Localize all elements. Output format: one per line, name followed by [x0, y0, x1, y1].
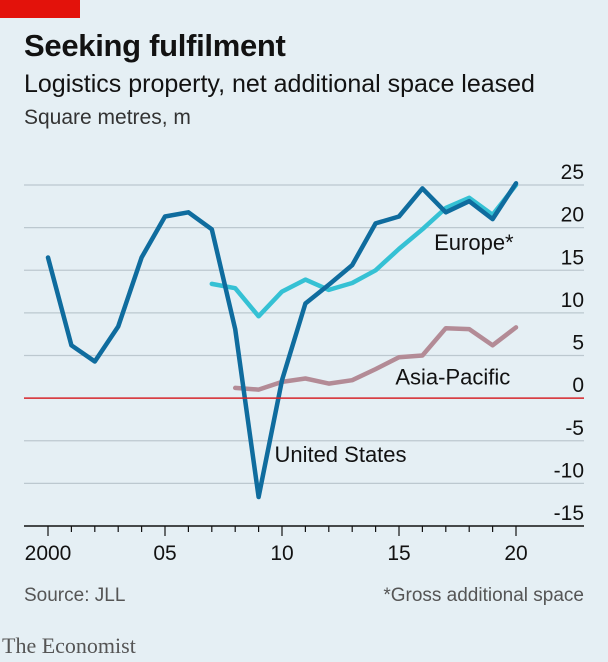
source-note: Source: JLL [24, 585, 126, 606]
chart-title: Seeking fulfilment [24, 28, 286, 63]
unit-label: Square metres, m [24, 106, 191, 129]
x-tick-label: 2000 [25, 542, 72, 565]
series-line [209, 182, 519, 319]
series-label: Europe* [434, 230, 514, 255]
chart-subtitle: Logistics property, net additional space… [24, 70, 535, 98]
tick-labels: 25 20 15 10 5 0 -5 -10 -15 2000 05 10 15 20 [25, 161, 584, 565]
y-tick-label: -15 [554, 502, 584, 525]
x-tick-label: 20 [504, 542, 527, 565]
y-tick-label: -5 [565, 417, 584, 440]
series-label: United States [274, 442, 406, 467]
y-tick-label: 15 [561, 246, 584, 269]
series-lines [24, 181, 584, 500]
y-tick-label: 0 [572, 374, 584, 397]
footnote: *Gross additional space [383, 585, 584, 606]
line-chart: 25 20 15 10 5 0 -5 -10 -15 2000 05 10 15 20 Europe* As… [24, 161, 584, 565]
y-tick-label: 10 [561, 289, 584, 312]
brand-tag [0, 0, 80, 18]
x-tick-label: 05 [153, 542, 176, 565]
x-axis [24, 525, 584, 536]
series-label: Asia-Pacific [395, 364, 510, 389]
y-tick-label: 25 [561, 161, 584, 184]
y-tick-label: -10 [554, 459, 584, 482]
x-tick-label: 10 [270, 542, 293, 565]
brand-logo: The Economist [2, 633, 136, 658]
y-tick-label: 20 [561, 204, 584, 227]
annotations: Europe* Asia-Pacific United States [274, 230, 514, 467]
x-tick-label: 15 [387, 542, 410, 565]
series-line [45, 181, 519, 500]
y-tick-label: 5 [572, 332, 584, 355]
